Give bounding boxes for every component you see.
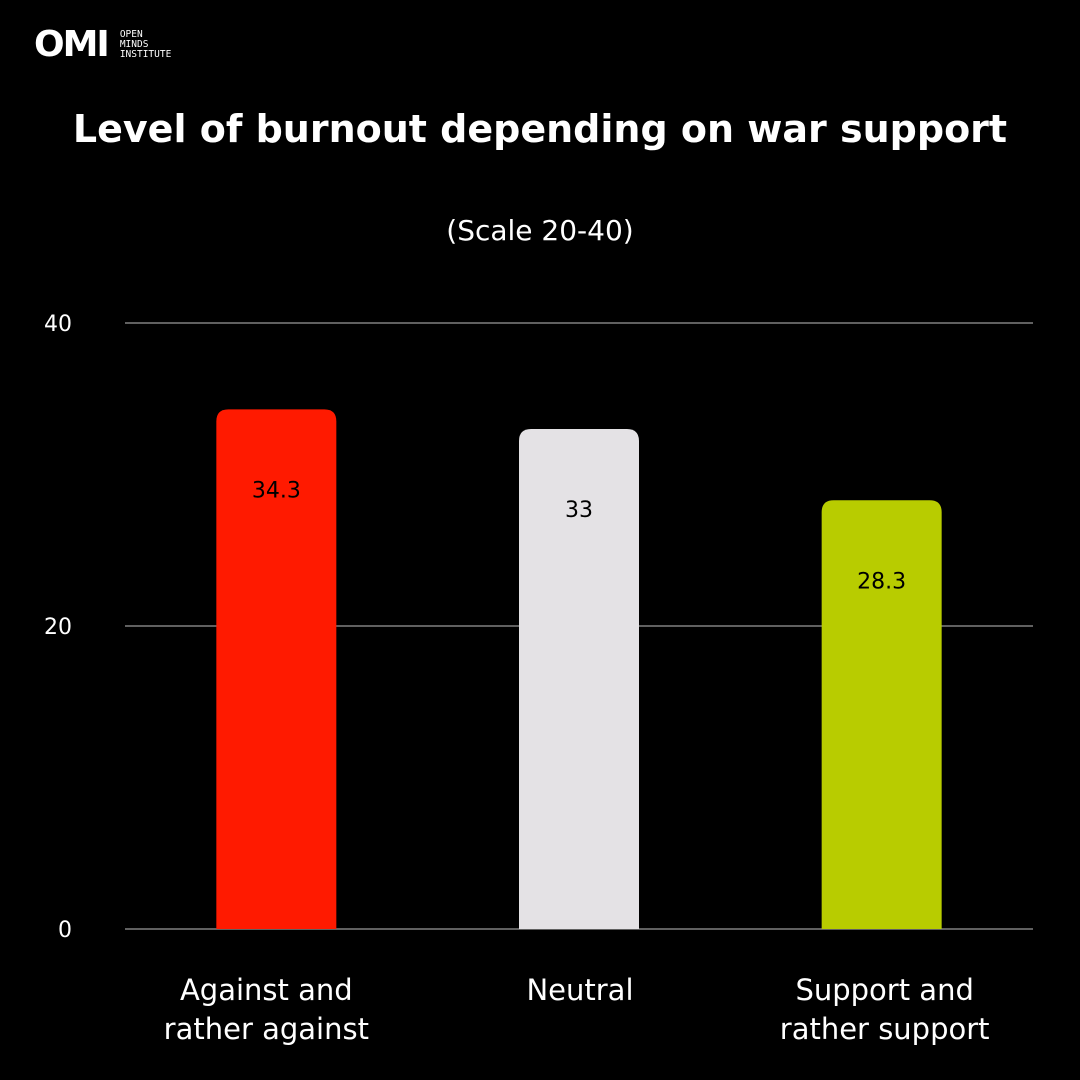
category-label: Support and <box>795 973 973 1007</box>
logo-text-line: MINDS <box>119 39 149 50</box>
logo-mark: OMI <box>34 24 110 65</box>
logo-text-line: OPEN <box>119 29 143 40</box>
logo-text: OPEN MINDS INSTITUTE <box>120 30 171 60</box>
y-tick-label: 20 <box>44 615 72 640</box>
bar <box>519 429 639 929</box>
category-label: Against and <box>180 973 353 1007</box>
bar-value-label: 33 <box>565 498 593 523</box>
logo-text-line: INSTITUTE <box>119 49 172 60</box>
bar-value-label: 28.3 <box>857 569 906 594</box>
bar <box>216 409 337 930</box>
chart-title: Level of burnout depending on war suppor… <box>72 107 1008 151</box>
y-tick-label: 40 <box>44 312 72 337</box>
bar <box>821 500 942 929</box>
logo: OMI OPEN MINDS INSTITUTE <box>34 27 171 63</box>
y-tick-label: 0 <box>58 918 72 943</box>
category-label: rather support <box>780 1012 990 1046</box>
bar-value-label: 34.3 <box>252 478 301 503</box>
category-label: rather against <box>164 1012 369 1046</box>
chart-subtitle: (Scale 20-40) <box>446 214 634 247</box>
category-label: Neutral <box>526 973 633 1007</box>
